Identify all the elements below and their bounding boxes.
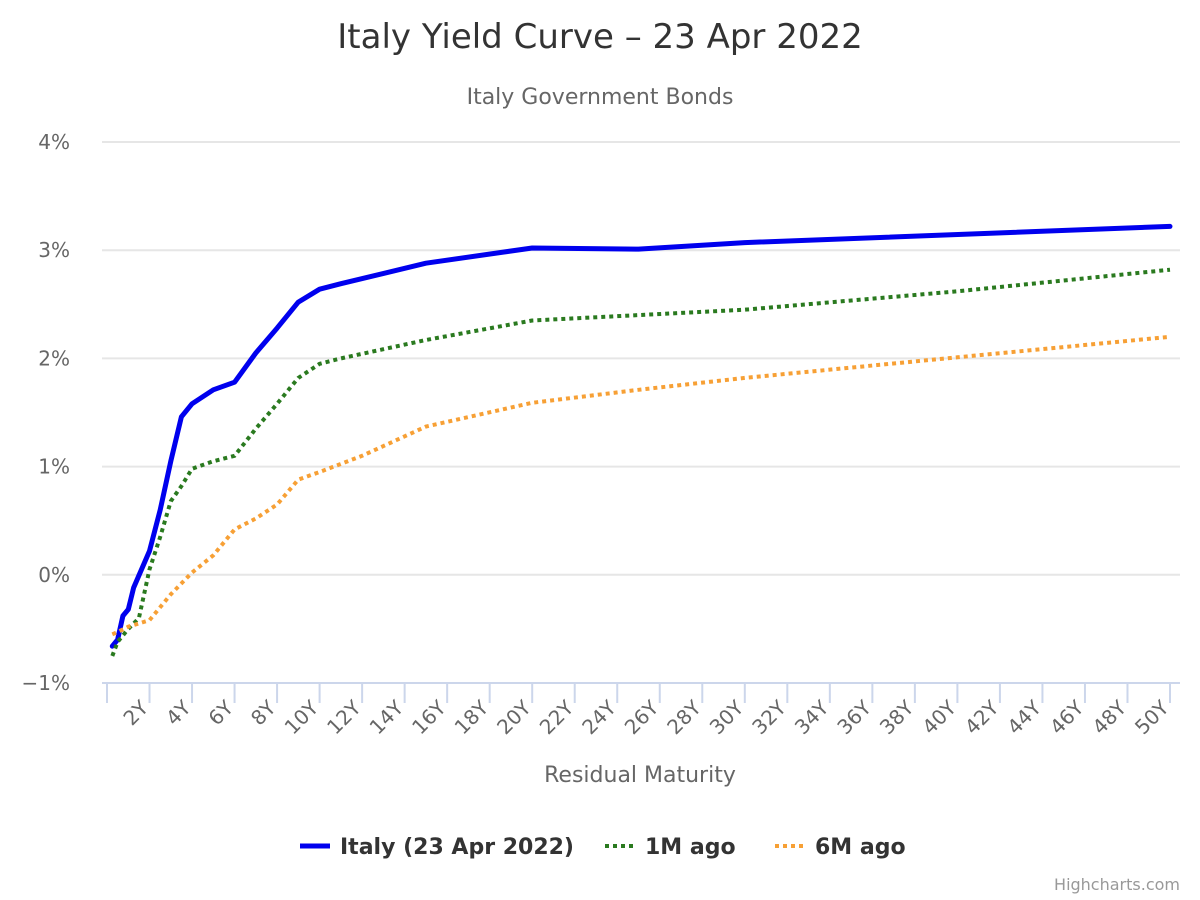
x-tick-label: 24Y — [577, 695, 621, 739]
x-tick-label: 34Y — [790, 695, 834, 739]
x-tick-label: 46Y — [1045, 695, 1089, 739]
series-lines[interactable] — [109, 223, 1173, 657]
legend[interactable]: Italy (23 Apr 2022) 1M ago 6M ago — [300, 835, 906, 860]
x-axis: 2Y 4Y 6Y 8Y10Y12Y14Y16Y18Y20Y22Y24Y26Y28Y30… — [102, 682, 1180, 739]
y-axis: −1% 0% 1% 2% 3% 4% — [22, 130, 71, 695]
x-tick-label: 4Y — [161, 695, 196, 730]
legend-label: Italy (23 Apr 2022) — [340, 835, 574, 860]
chart-subtitle: Italy Government Bonds — [467, 85, 734, 110]
series-line-0[interactable] — [109, 223, 1173, 649]
x-tick-label: 6Y — [203, 695, 238, 730]
series-line-1[interactable] — [110, 267, 1171, 657]
legend-label: 1M ago — [645, 835, 736, 860]
x-tick-label: 8Y — [246, 695, 281, 730]
x-tick-label: 48Y — [1087, 695, 1131, 739]
x-tick-label: 36Y — [832, 695, 876, 739]
y-tick-label: 4% — [38, 130, 70, 154]
legend-item-0[interactable]: Italy (23 Apr 2022) — [300, 835, 574, 860]
y-tick-label: 1% — [38, 455, 70, 479]
x-tick-label: 42Y — [960, 695, 1004, 739]
y-tick-label: 3% — [38, 238, 70, 262]
x-tick-label: 32Y — [747, 695, 791, 739]
x-tick-label: 44Y — [1002, 695, 1046, 739]
x-tick-label: 26Y — [620, 695, 664, 739]
y-tick-label: 0% — [38, 563, 70, 587]
x-tick-label: 18Y — [450, 695, 494, 739]
x-tick-label: 20Y — [492, 695, 536, 739]
x-tick-label: 38Y — [875, 695, 919, 739]
chart-title: Italy Yield Curve – 23 Apr 2022 — [337, 17, 862, 57]
y-tick-label: 2% — [38, 346, 70, 370]
series-line-2[interactable] — [111, 334, 1171, 637]
x-axis-title: Residual Maturity — [544, 763, 736, 788]
grid-lines — [102, 141, 1180, 576]
x-tick-label: 40Y — [917, 695, 961, 739]
x-tick-label: 28Y — [662, 695, 706, 739]
legend-item-1[interactable]: 1M ago — [605, 835, 736, 860]
x-tick-label: 16Y — [407, 695, 451, 739]
legend-label: 6M ago — [815, 835, 906, 860]
x-tick-label: 2Y — [118, 695, 153, 730]
x-tick-label: 22Y — [535, 695, 579, 739]
x-tick-label: 10Y — [280, 695, 324, 739]
y-tick-label: −1% — [22, 671, 71, 695]
x-tick-label: 14Y — [365, 695, 409, 739]
legend-item-2[interactable]: 6M ago — [775, 835, 906, 860]
x-tick-label: 12Y — [322, 695, 366, 739]
credits-link[interactable]: Highcharts.com — [1054, 875, 1180, 894]
x-tick-label: 30Y — [705, 695, 749, 739]
x-tick-label: 50Y — [1130, 695, 1174, 739]
